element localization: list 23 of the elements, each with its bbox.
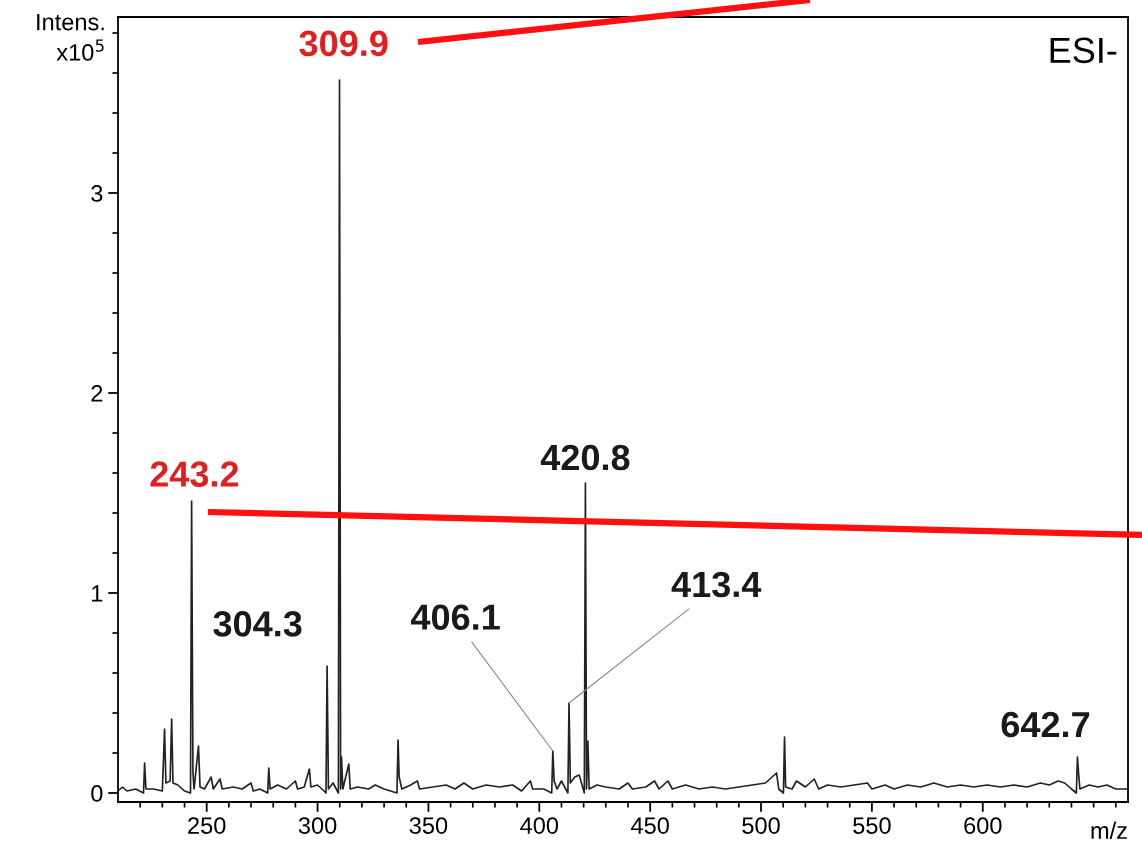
x-tick-label: 450 xyxy=(631,817,669,834)
x-tick-label: 500 xyxy=(742,817,780,834)
annotation: 406.1 xyxy=(410,604,500,630)
annotation: 243.2 xyxy=(150,461,239,487)
x-tick-label: 550 xyxy=(853,817,891,834)
annotation: 413.4 xyxy=(671,571,762,598)
x-axis-title: m/z xyxy=(1091,821,1127,839)
x-tick-label: 300 xyxy=(298,817,337,834)
y-axis-title: Intens. x10$^{5}$ xyxy=(37,13,104,61)
x-tick-label: 600 xyxy=(964,817,1002,834)
y-tick-label: 2 xyxy=(91,385,103,402)
annotation: 420.8 xyxy=(540,444,630,471)
x-tick-label: 350 xyxy=(409,817,448,834)
line-series xyxy=(118,79,1128,794)
annotation: ESI- xyxy=(1050,37,1117,64)
annotation: 304.3 xyxy=(213,611,302,637)
annotation: 309.9 xyxy=(299,30,388,57)
y-tick-label: 0 xyxy=(91,785,103,802)
x-tick-label: 400 xyxy=(520,817,559,834)
x-tick-label: 250 xyxy=(188,817,226,834)
annotation: 642.7 xyxy=(1001,711,1090,738)
y-tick-label: 3 xyxy=(91,185,103,202)
y-tick-label: 1 xyxy=(92,585,103,602)
